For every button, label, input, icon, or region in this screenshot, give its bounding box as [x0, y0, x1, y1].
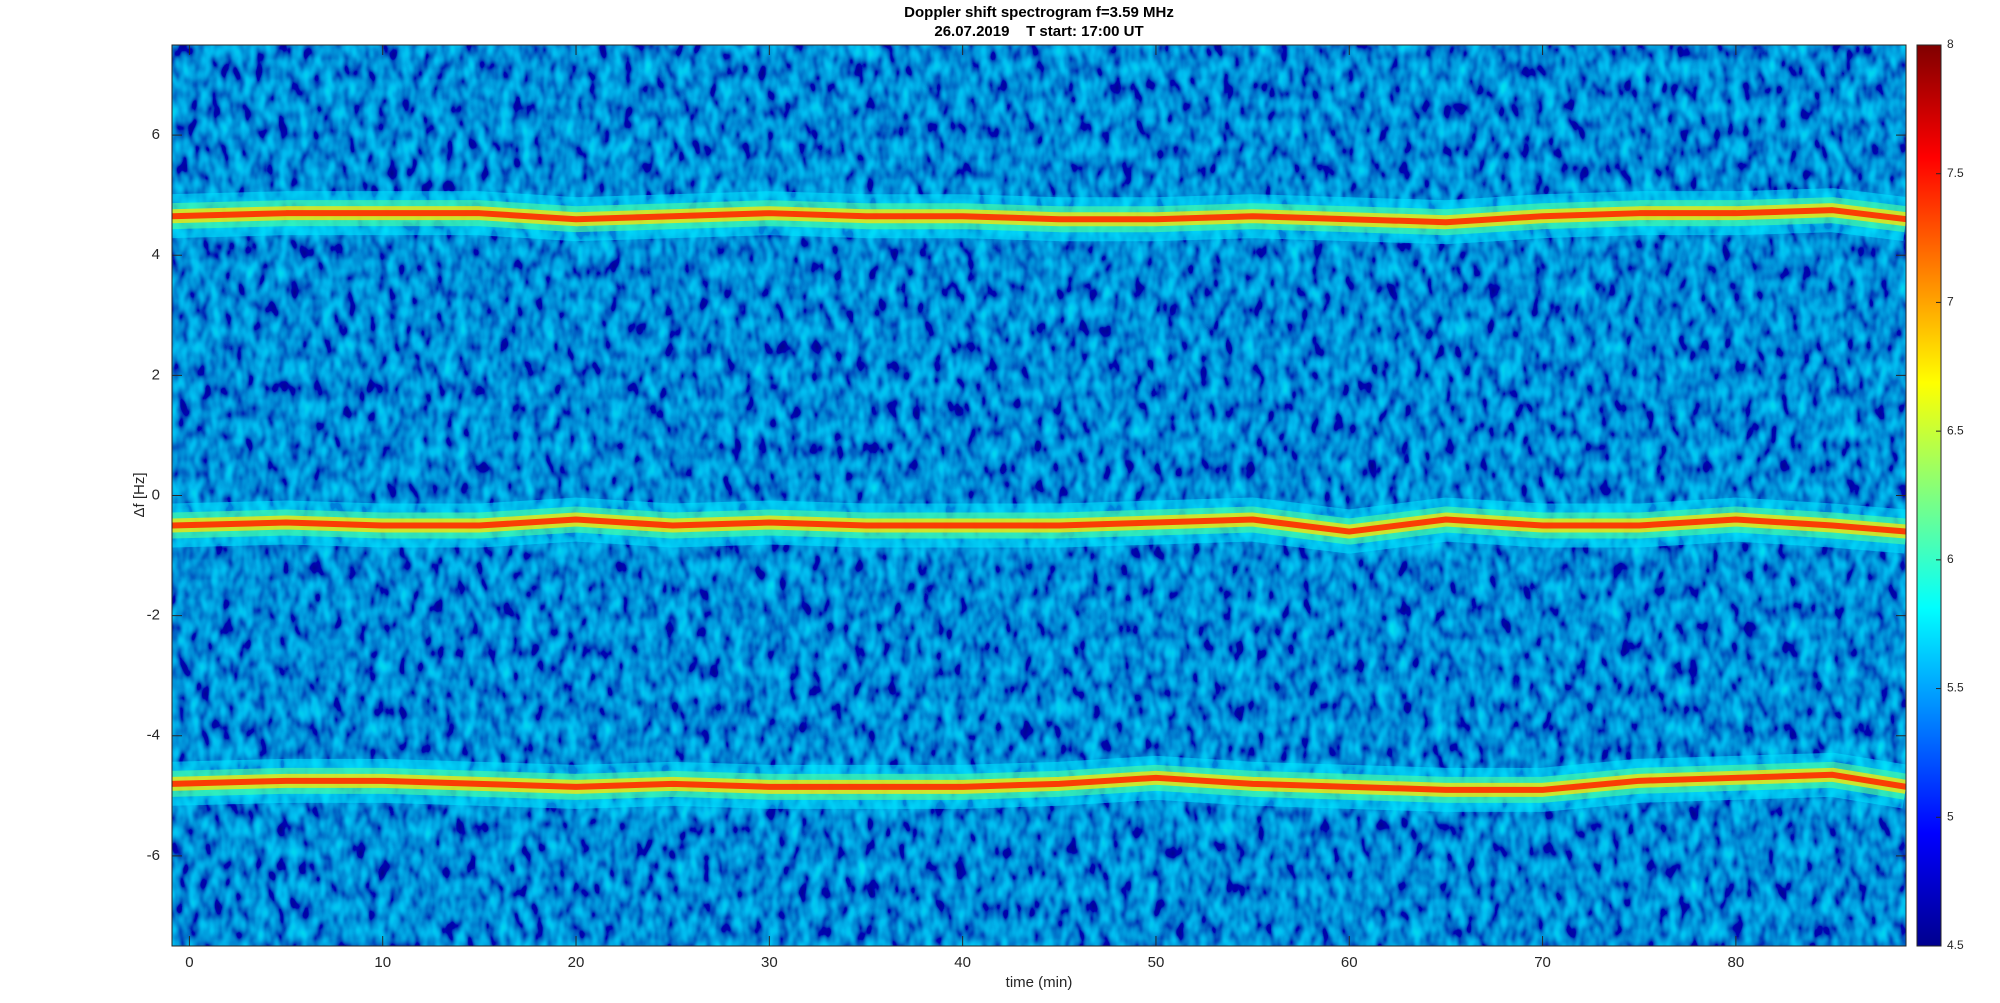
- x-tick-label: 10: [374, 954, 391, 971]
- x-tick-label: 70: [1534, 954, 1551, 971]
- colorbar-tick-label: 5.5: [1947, 681, 1964, 695]
- y-tick-label: 4: [152, 246, 160, 263]
- y-tick-label: 6: [152, 126, 160, 143]
- noise-texture: [172, 45, 1906, 946]
- colorbar-tick-label: 6.5: [1947, 423, 1964, 437]
- chart-title: Doppler shift spectrogram f=3.59 MHz: [904, 4, 1174, 21]
- colorbar-tick-label: 8: [1947, 37, 1954, 51]
- x-tick-label: 80: [1728, 954, 1745, 971]
- colorbar-tick-label: 7: [1947, 295, 1954, 309]
- y-tick-label: -6: [147, 847, 160, 864]
- colorbar-tick-label: 6: [1947, 552, 1954, 566]
- x-axis-label: time (min): [1006, 974, 1073, 991]
- x-tick-label: 30: [761, 954, 778, 971]
- x-tick-label: 0: [185, 954, 193, 971]
- x-tick-label: 50: [1148, 954, 1165, 971]
- y-axis-label: Δf [Hz]: [131, 472, 148, 517]
- y-tick-label: 0: [152, 486, 160, 503]
- colorbar-tick-label: 7.5: [1947, 166, 1964, 180]
- x-tick-label: 60: [1341, 954, 1358, 971]
- y-tick-label: -4: [147, 727, 160, 744]
- colorbar-tick-label: 5: [1947, 809, 1954, 823]
- y-tick-label: 2: [152, 366, 160, 383]
- spectral-band: [172, 771, 1906, 793]
- bands: [172, 188, 1906, 812]
- x-tick-label: 20: [568, 954, 585, 971]
- colorbar: [1916, 44, 1942, 947]
- spectral-band: [172, 207, 1906, 226]
- y-tick-label: -2: [147, 607, 160, 624]
- colorbar-tick-label: 4.5: [1947, 938, 1964, 952]
- chart-subtitle: 26.07.2019 T start: 17:00 UT: [934, 23, 1143, 40]
- spectral-band: [172, 516, 1906, 535]
- x-tick-label: 40: [954, 954, 971, 971]
